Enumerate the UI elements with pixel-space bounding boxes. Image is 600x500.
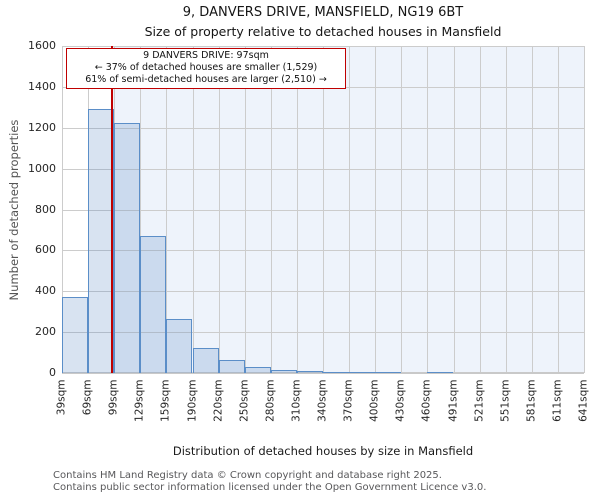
x-tick-label: 370sqm — [342, 379, 355, 422]
callout-larger-stat: 61% of semi-detached houses are larger (… — [85, 74, 327, 85]
y-tick-label: 1000 — [28, 161, 56, 175]
x-tick-label: 581sqm — [525, 379, 538, 422]
histogram-bar — [296, 371, 323, 373]
y-tick-label: 400 — [35, 284, 56, 298]
horizontal-gridline — [62, 291, 584, 293]
chart-subtitle: Size of property relative to detached ho… — [144, 24, 502, 39]
property-callout-box: 9 DANVERS DRIVE: 97sqm ← 37% of detached… — [66, 48, 346, 89]
x-tick-label: 340sqm — [316, 379, 329, 422]
histogram-bar — [88, 109, 115, 373]
x-tick-label: 430sqm — [394, 379, 407, 422]
x-tick-label: 69sqm — [81, 379, 94, 416]
y-tick-label: 800 — [35, 202, 56, 216]
histogram-bar — [218, 359, 245, 373]
x-axis-baseline — [62, 372, 584, 374]
horizontal-gridline — [62, 209, 584, 211]
y-axis-title: Number of detached properties — [7, 119, 21, 301]
x-tick-label: 99sqm — [107, 379, 120, 416]
y-tick-label: 0 — [49, 366, 56, 379]
x-tick-label: 39sqm — [55, 379, 68, 416]
x-axis-title: Distribution of detached houses by size … — [172, 444, 474, 458]
y-tick-label: 200 — [35, 325, 56, 339]
histogram-bar — [375, 371, 402, 373]
x-tick-label: 641sqm — [577, 379, 590, 422]
x-tick-label: 611sqm — [551, 379, 564, 422]
property-size-marker-line — [111, 46, 114, 373]
callout-smaller-stat: ← 37% of detached houses are smaller (1,… — [94, 62, 318, 73]
footer-attribution-line-1: Contains HM Land Registry data © Crown c… — [53, 470, 442, 481]
chart-title: 9, DANVERS DRIVE, MANSFIELD, NG19 6BT — [182, 5, 464, 20]
footer-attribution-line-2: Contains public sector information licen… — [53, 482, 487, 493]
y-tick-label: 1600 — [28, 39, 56, 52]
histogram-bar — [270, 369, 297, 373]
histogram-bar — [140, 236, 167, 373]
x-tick-label: 460sqm — [420, 379, 433, 422]
histogram-bar — [192, 348, 219, 373]
horizontal-gridline — [62, 46, 584, 47]
horizontal-gridline — [62, 168, 584, 170]
x-tick-label: 400sqm — [368, 379, 381, 422]
histogram-bar — [244, 366, 271, 373]
y-tick-label: 1400 — [28, 79, 56, 93]
y-tick-label: 600 — [35, 243, 56, 257]
x-tick-label: 220sqm — [212, 379, 225, 422]
horizontal-gridline — [62, 250, 584, 252]
x-tick-label: 551sqm — [499, 379, 512, 422]
vertical-gridline — [584, 46, 585, 373]
callout-property-label: 9 DANVERS DRIVE: 97sqm — [143, 50, 269, 61]
x-tick-label: 129sqm — [133, 379, 146, 422]
x-tick-label: 310sqm — [290, 379, 303, 422]
x-tick-label: 190sqm — [186, 379, 198, 422]
y-tick-label: 1200 — [28, 120, 56, 134]
x-tick-label: 159sqm — [159, 379, 172, 422]
histogram-bar — [427, 371, 454, 373]
x-tick-label: 521sqm — [473, 379, 486, 422]
histogram-bar — [114, 122, 141, 373]
histogram-bar — [166, 318, 193, 373]
x-tick-label: 250sqm — [238, 379, 251, 422]
histogram-bar — [62, 297, 89, 373]
horizontal-gridline — [62, 127, 584, 129]
x-tick-label: 280sqm — [264, 379, 277, 422]
plot-area: 9 DANVERS DRIVE: 97sqm ← 37% of detached… — [62, 46, 585, 374]
x-tick-label: 491sqm — [447, 379, 459, 422]
histogram-bar — [323, 371, 350, 373]
horizontal-gridline — [62, 332, 584, 334]
histogram-bar — [349, 371, 376, 373]
